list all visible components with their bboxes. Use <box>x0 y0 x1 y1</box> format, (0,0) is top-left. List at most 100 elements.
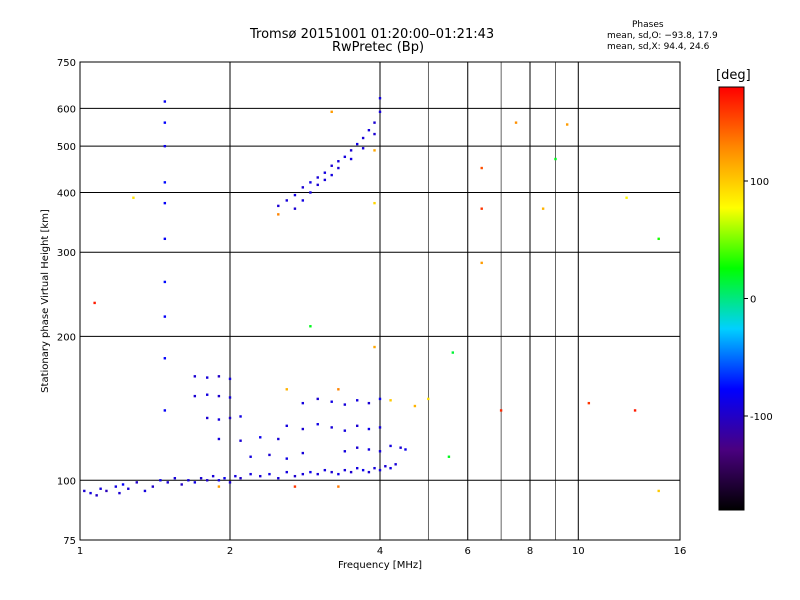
y-tick-label: 75 <box>63 536 76 547</box>
data-point <box>337 388 340 391</box>
data-point <box>259 436 262 439</box>
data-point <box>316 472 319 476</box>
data-point <box>228 416 232 420</box>
data-point <box>132 196 135 199</box>
data-point <box>151 485 155 488</box>
data-point <box>163 144 167 148</box>
data-point <box>163 409 167 412</box>
y-tick-label: 200 <box>57 332 76 343</box>
data-point <box>378 96 382 100</box>
data-point <box>625 196 628 199</box>
data-point <box>268 453 271 457</box>
data-point <box>343 155 347 159</box>
data-point <box>163 280 167 284</box>
stats-x-mode: mean, sd,X: 94.4, 24.6 <box>607 42 710 52</box>
data-point <box>83 489 86 493</box>
data-point <box>163 121 167 124</box>
data-point <box>394 463 397 466</box>
data-point <box>413 404 417 408</box>
y-tick-label: 400 <box>57 188 76 199</box>
data-point <box>514 121 518 124</box>
data-point <box>163 100 167 103</box>
data-point <box>277 477 280 480</box>
data-point <box>285 457 288 460</box>
data-point <box>301 451 305 455</box>
y-tick-label: 600 <box>57 104 76 115</box>
data-point <box>404 448 407 451</box>
data-point <box>316 176 319 179</box>
data-point <box>373 345 376 349</box>
data-point <box>228 481 232 484</box>
data-point <box>323 178 327 182</box>
data-point <box>355 142 359 146</box>
data-point <box>89 491 92 495</box>
data-point <box>389 466 392 470</box>
data-point <box>259 474 262 478</box>
data-point <box>587 401 591 405</box>
data-point <box>330 173 333 177</box>
data-point <box>499 409 503 412</box>
data-point <box>480 261 483 265</box>
data-point <box>277 213 280 216</box>
data-point <box>293 474 297 478</box>
data-point <box>330 400 333 403</box>
data-point <box>330 110 333 114</box>
data-point <box>121 483 125 486</box>
data-point <box>285 424 288 428</box>
grid-lines <box>80 62 680 540</box>
data-point <box>143 489 147 493</box>
data-point <box>173 477 177 480</box>
data-point <box>159 479 162 482</box>
data-point <box>451 351 455 354</box>
data-point <box>399 446 402 449</box>
data-point <box>301 401 305 405</box>
data-point <box>373 201 376 205</box>
x-tick-label: 10 <box>572 546 585 557</box>
data-point <box>367 470 371 474</box>
data-point <box>373 149 376 152</box>
data-point <box>378 426 382 429</box>
y-tick-label: 750 <box>57 58 76 69</box>
data-point <box>217 437 221 441</box>
data-point <box>349 157 353 161</box>
data-point <box>337 160 340 163</box>
data-point <box>316 183 319 187</box>
x-axis-label: Frequency [MHz] <box>338 560 422 571</box>
data-point <box>323 468 327 472</box>
x-tick-label: 1 <box>77 546 83 557</box>
data-point <box>384 465 387 468</box>
data-point <box>239 415 242 418</box>
data-point <box>565 123 569 126</box>
data-point <box>447 455 451 458</box>
data-point <box>337 472 340 476</box>
colorbar-unit-label: [deg] <box>716 68 751 83</box>
data-point <box>330 426 333 429</box>
data-point <box>249 472 252 476</box>
data-point <box>389 444 392 448</box>
data-point <box>163 181 167 184</box>
data-point <box>135 481 138 484</box>
data-point <box>373 466 376 470</box>
data-point <box>293 193 297 197</box>
data-point <box>249 455 252 458</box>
chart-title: Tromsø 20151001 01:20:00–01:21:43 <box>250 27 495 42</box>
data-point <box>367 448 371 451</box>
data-point <box>633 409 637 412</box>
x-tick-label: 8 <box>527 546 533 557</box>
data-point <box>285 388 288 391</box>
data-point <box>657 489 660 493</box>
data-point <box>355 399 359 402</box>
data-point <box>99 487 102 490</box>
data-point <box>389 399 392 402</box>
data-point <box>93 301 96 305</box>
data-point <box>217 485 221 488</box>
data-point <box>228 377 232 381</box>
data-point <box>217 418 221 421</box>
data-point <box>309 191 312 194</box>
data-point <box>309 181 312 184</box>
data-point <box>234 474 237 478</box>
data-point <box>239 439 242 442</box>
data-point <box>301 427 305 431</box>
data-point <box>361 147 365 150</box>
